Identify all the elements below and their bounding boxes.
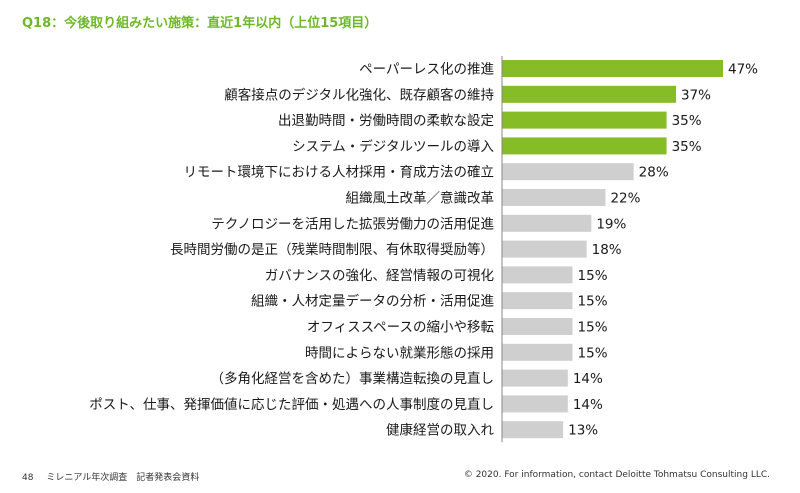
bar (502, 421, 564, 439)
bar (502, 240, 587, 258)
data-label: 14% (573, 371, 603, 387)
data-label: 28% (639, 165, 669, 181)
data-label: 15% (578, 294, 608, 310)
data-label: 19% (596, 216, 626, 232)
category-label: 組織風土改革／意識改革 (346, 190, 495, 207)
document-name: ミレニアル年次調査 記者発表会資料 (46, 473, 200, 483)
data-label: 18% (592, 242, 622, 258)
data-label: 22% (610, 191, 640, 207)
bar (502, 292, 573, 310)
data-label: 15% (578, 268, 608, 284)
data-label: 15% (578, 345, 608, 361)
bar-chart: ペーパーレス化の推進 47% 顧客接点のデジタル化強化、既存顧客の維持 37% 出退勤時… (89, 56, 758, 443)
data-label: 14% (573, 397, 603, 413)
bar (502, 163, 634, 181)
category-label: リモート環境下における人材採用・育成方法の確立 (184, 165, 495, 181)
bar (502, 343, 573, 361)
bar (502, 137, 667, 155)
data-label: 13% (568, 423, 598, 439)
bar (502, 369, 568, 387)
category-label: ペーパーレス化の推進 (359, 62, 494, 78)
category-label: 顧客接点のデジタル化強化、既存顧客の維持 (224, 86, 494, 103)
data-label: 37% (681, 87, 711, 103)
bar (502, 266, 573, 284)
data-label: 35% (672, 139, 702, 155)
category-label: （多角化経営を含めた）事業構造転換の見直し (211, 370, 495, 387)
bar (502, 85, 676, 103)
bar (502, 189, 606, 206)
category-label: 健康経営の取入れ (386, 422, 494, 439)
category-label: ポスト、仕事、発揮価値に応じた評価・処遇への人事制度の見直し (89, 397, 494, 413)
copyright-text: © 2020. For information, contact Deloitt… (463, 470, 770, 480)
data-label: 35% (672, 113, 702, 129)
bar (502, 395, 568, 413)
category-label: 長時間労働の是正（残業時間制限、有休取得奨励等） (170, 241, 494, 258)
category-label: 出退勤時間・労働時間の柔軟な設定 (278, 113, 494, 129)
bar (502, 111, 667, 129)
data-label: 47% (728, 62, 758, 78)
bar (502, 214, 592, 232)
chart-title: Q18：今後取り組みたい施策：直近1年以内（上位15項目） (22, 16, 378, 31)
category-label: ガバナンスの強化、経営情報の可視化 (265, 268, 494, 284)
category-label: オフィススペースの縮小や移転 (307, 320, 495, 336)
footer-left: 48 ミレニアル年次調査 記者発表会資料 (22, 470, 209, 483)
category-label: テクノロジーを活用した拡張労働力の活用促進 (211, 216, 494, 232)
category-label: 時間によらない就業形態の採用 (305, 345, 494, 361)
bar (502, 318, 573, 335)
bar (502, 60, 723, 77)
data-label: 15% (578, 320, 608, 336)
page-number: 48 (22, 473, 34, 483)
category-label: 組織・人材定量データの分析・活用促進 (251, 293, 494, 310)
category-label: システム・デジタルツールの導入 (292, 138, 494, 155)
